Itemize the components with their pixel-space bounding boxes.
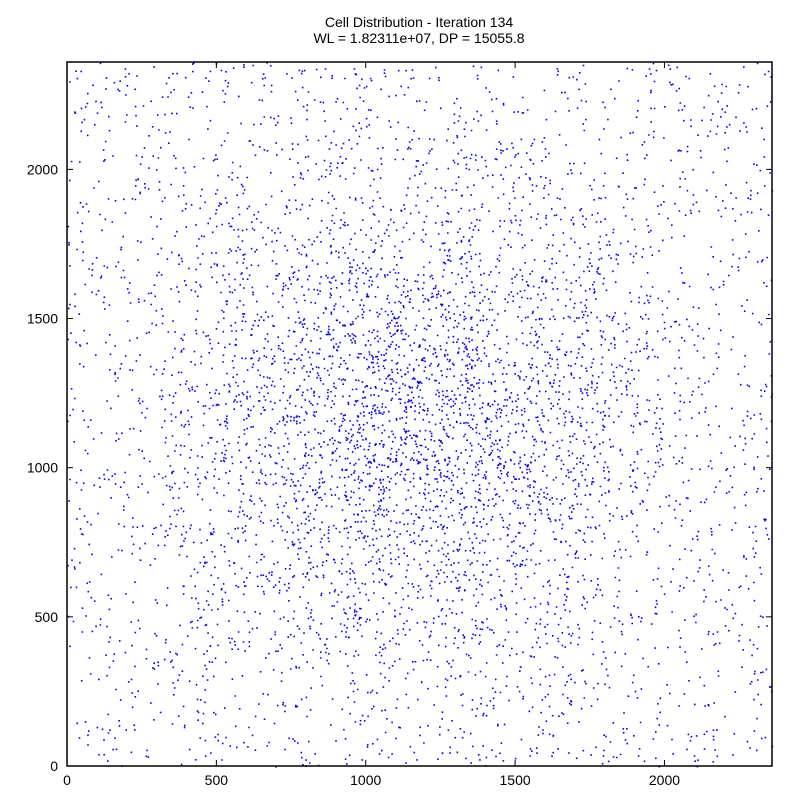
y-tick-label: 0 bbox=[50, 758, 58, 774]
y-tick-label: 1500 bbox=[27, 311, 58, 327]
x-tick-label: 2000 bbox=[649, 772, 680, 788]
x-tick-label: 1500 bbox=[500, 772, 531, 788]
chart-subtitle: WL = 1.82311e+07, DP = 15055.8 bbox=[313, 30, 524, 46]
data-points bbox=[67, 62, 774, 768]
plot-frame bbox=[66, 61, 773, 767]
x-tick-label: 500 bbox=[205, 772, 229, 788]
series-points bbox=[67, 62, 774, 768]
y-tick-label: 2000 bbox=[27, 161, 58, 177]
axis-ticks: 0 500 1000 1500 2000 0 500 1000 1500 2000 bbox=[27, 62, 772, 788]
x-tick-label: 0 bbox=[63, 772, 71, 788]
chart-title: Cell Distribution - Iteration 134 bbox=[325, 14, 514, 30]
y-tick-label: 1000 bbox=[27, 460, 58, 476]
y-tick-label: 500 bbox=[35, 609, 59, 625]
x-tick-label: 1000 bbox=[350, 772, 381, 788]
